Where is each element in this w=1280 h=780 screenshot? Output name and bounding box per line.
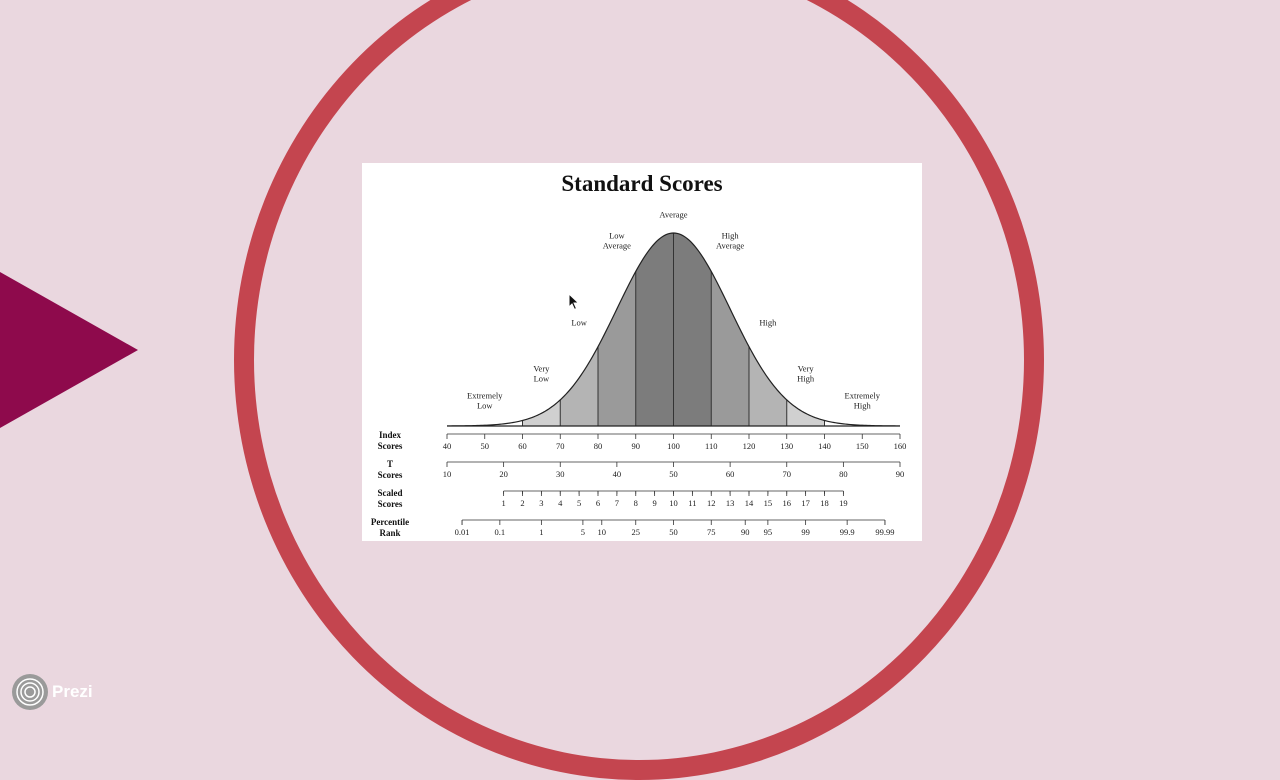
scale-1-tick-label-7: 80 — [839, 469, 848, 479]
prezi-logo-icon — [12, 674, 48, 710]
band-label-7-0: Very — [798, 364, 815, 374]
band-7 — [786, 399, 825, 426]
chart-canvas: ExtremelyLowVeryLowLowLowAverageAverageH… — [443, 210, 907, 537]
scale-2-tick-label-12: 13 — [726, 498, 735, 508]
scale-label-percentile-line1: Percentile — [370, 517, 410, 527]
band-2 — [560, 346, 598, 426]
scale-3-tick-label-6: 50 — [669, 527, 678, 537]
prezi-wordmark: Prezi — [52, 682, 93, 701]
band-1 — [522, 399, 561, 426]
scale-0-tick-label-8: 120 — [743, 441, 756, 451]
scale-label-index-line2: Scores — [377, 441, 403, 451]
scale-2-tick-label-8: 9 — [653, 498, 657, 508]
scale-0-tick-label-10: 140 — [818, 441, 831, 451]
band-3 — [598, 271, 636, 426]
scale-0-tick-label-1: 50 — [481, 441, 490, 451]
band-label-4-0: Average — [659, 210, 687, 220]
scale-3-tick-label-10: 99 — [801, 527, 810, 537]
scale-0-tick-label-0: 40 — [443, 441, 452, 451]
band-label-1-1: Low — [534, 374, 550, 384]
scale-0-tick-label-5: 90 — [632, 441, 641, 451]
scale-3-tick-label-3: 5 — [581, 527, 585, 537]
band-5 — [711, 271, 749, 426]
scale-3-tick-label-2: 1 — [539, 527, 543, 537]
band-0 — [447, 420, 523, 426]
scale-2-tick-label-15: 16 — [783, 498, 792, 508]
scale-2-tick-label-5: 6 — [596, 498, 600, 508]
scale-label-scaled: Scaled Scores — [362, 488, 420, 510]
band-6 — [749, 346, 787, 426]
band-label-6-0: High — [759, 318, 777, 328]
scale-2-tick-label-6: 7 — [615, 498, 619, 508]
prezi-logo[interactable]: Prezi — [12, 674, 93, 710]
scale-0-tick-label-11: 150 — [856, 441, 869, 451]
scale-0-tick-label-6: 100 — [667, 441, 680, 451]
scale-1-tick-label-3: 40 — [613, 469, 622, 479]
band-label-8-1: High — [854, 401, 872, 411]
scale-2-tick-label-0: 1 — [502, 498, 506, 508]
mouse-cursor-icon — [568, 293, 580, 311]
scale-2-tick-label-10: 11 — [688, 498, 696, 508]
scale-0-tick-label-7: 110 — [705, 441, 717, 451]
band-label-2-0: Low — [571, 318, 587, 328]
band-label-3-1: Average — [603, 240, 631, 250]
scale-1-tick-label-0: 10 — [443, 469, 452, 479]
scale-2-tick-label-2: 3 — [539, 498, 543, 508]
scale-0-tick-label-2: 60 — [518, 441, 527, 451]
scale-2-tick-label-11: 12 — [707, 498, 716, 508]
scale-3-tick-label-9: 95 — [764, 527, 773, 537]
scale-label-scaled-line1: Scaled — [377, 488, 403, 498]
scale-3-tick-label-8: 90 — [741, 527, 750, 537]
scale-0-tick-label-12: 160 — [894, 441, 907, 451]
scale-2-tick-label-1: 2 — [520, 498, 524, 508]
scale-3-tick-label-7: 75 — [707, 527, 716, 537]
scale-3-tick-label-4: 10 — [598, 527, 607, 537]
scale-2-tick-label-3: 4 — [558, 498, 563, 508]
band-label-1-0: Very — [533, 364, 550, 374]
scale-1-tick-label-1: 20 — [499, 469, 508, 479]
scale-3-tick-label-5: 25 — [632, 527, 641, 537]
scale-label-t-line2: Scores — [377, 470, 403, 480]
scale-2-tick-label-4: 5 — [577, 498, 581, 508]
scale-3-tick-label-1: 0.1 — [495, 527, 506, 537]
scale-2-tick-label-16: 17 — [801, 498, 810, 508]
scale-1-tick-label-5: 60 — [726, 469, 735, 479]
scale-label-index: Index Scores — [362, 430, 420, 452]
scale-label-index-line1: Index — [378, 430, 401, 440]
standard-scores-chart: Extremely Low Very Low Low Low Average Average H… — [362, 163, 922, 541]
scale-2-tick-label-13: 14 — [745, 498, 754, 508]
band-8 — [824, 420, 900, 426]
scale-2-tick-label-17: 18 — [820, 498, 829, 508]
normal-curve — [446, 232, 901, 427]
band-label-5-1: Average — [716, 240, 744, 250]
scale-label-percentile: Percentile Rank — [362, 517, 420, 539]
scale-1-tick-label-2: 30 — [556, 469, 565, 479]
scale-label-t: T Scores — [362, 459, 420, 481]
band-label-0-1: Low — [477, 401, 493, 411]
scale-1-tick-label-4: 50 — [669, 469, 678, 479]
previous-slide-arrow[interactable] — [0, 272, 138, 428]
scale-3-tick-label-11: 99.9 — [840, 527, 855, 537]
scale-2-tick-label-14: 15 — [764, 498, 773, 508]
scale-label-t-line1: T — [386, 459, 393, 469]
band-label-7-1: High — [797, 374, 815, 384]
band-label-3-0: Low — [609, 230, 625, 240]
scale-0-tick-label-4: 80 — [594, 441, 603, 451]
scale-2-tick-label-7: 8 — [634, 498, 638, 508]
scale-label-percentile-line2: Rank — [379, 528, 401, 538]
scale-0-tick-label-3: 70 — [556, 441, 565, 451]
band-label-5-0: High — [722, 230, 740, 240]
scale-1-tick-label-6: 70 — [783, 469, 792, 479]
scale-2-tick-label-9: 10 — [669, 498, 678, 508]
scale-3-tick-label-12: 99.99 — [875, 527, 894, 537]
scale-3-tick-label-0: 0.01 — [455, 527, 470, 537]
scale-2-tick-label-18: 19 — [839, 498, 848, 508]
chart-title: Standard Scores — [561, 171, 723, 196]
scale-label-scaled-line2: Scores — [377, 499, 403, 509]
scale-1-tick-label-8: 90 — [896, 469, 905, 479]
band-label-8-0: Extremely — [845, 391, 881, 401]
band-label-0-0: Extremely — [467, 391, 503, 401]
scale-0-tick-label-9: 130 — [780, 441, 793, 451]
